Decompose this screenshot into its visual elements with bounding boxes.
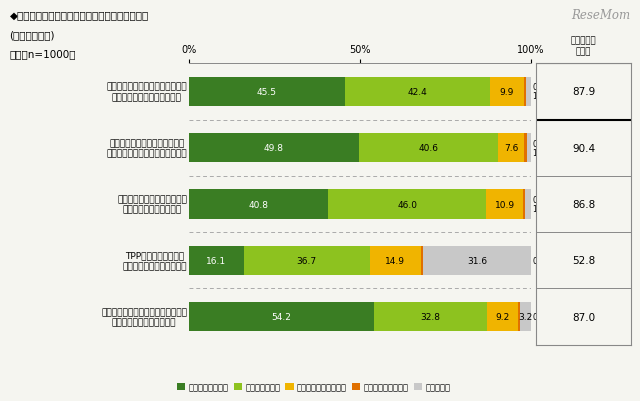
Text: ◆学校給食の食材や産地についての意識や考え方: ◆学校給食の食材や産地についての意識や考え方 xyxy=(10,10,149,20)
Bar xyxy=(486,302,518,331)
Bar xyxy=(189,246,244,275)
Bar xyxy=(189,190,328,219)
Bar xyxy=(499,134,524,163)
Bar xyxy=(526,78,531,107)
Text: 16.1: 16.1 xyxy=(206,256,227,265)
Text: 0.7: 0.7 xyxy=(532,256,545,265)
Bar xyxy=(189,78,344,107)
Text: 全体【n=1000】: 全体【n=1000】 xyxy=(10,49,76,59)
Text: 42.4: 42.4 xyxy=(407,88,427,97)
Text: 86.8: 86.8 xyxy=(572,200,595,209)
Legend: とてもあてはまる, ややあてはまる, あまりあてはまらない, 全くあてはまらない, 分からない: とてもあてはまる, ややあてはまる, あまりあてはまらない, 全くあてはまらない… xyxy=(173,379,454,395)
Text: 54.2: 54.2 xyxy=(271,312,292,321)
Text: (単一回答形式): (単一回答形式) xyxy=(10,30,55,40)
Bar xyxy=(524,190,525,219)
Bar xyxy=(359,134,499,163)
Bar xyxy=(374,302,486,331)
Text: あてはまる
（計）: あてはまる （計） xyxy=(571,36,596,56)
Bar xyxy=(525,190,531,219)
Text: 87.0: 87.0 xyxy=(572,312,595,322)
Text: 45.5: 45.5 xyxy=(257,88,276,97)
Text: 0.6: 0.6 xyxy=(532,196,545,205)
Bar xyxy=(189,302,374,331)
Text: ReseMom: ReseMom xyxy=(572,9,630,22)
Text: 学校給食で使う食材は、地元の
食材を優先的に使うべきだと思う: 学校給食で使う食材は、地元の 食材を優先的に使うべきだと思う xyxy=(106,139,187,158)
Text: 36.7: 36.7 xyxy=(297,256,317,265)
Bar xyxy=(490,78,524,107)
Bar xyxy=(369,246,420,275)
Text: 学校給食で使う食材は、国産から
できる限り選ぶべきだと思う: 学校給食で使う食材は、国産から できる限り選ぶべきだと思う xyxy=(106,83,187,102)
Text: 14.9: 14.9 xyxy=(385,256,405,265)
Text: 40.8: 40.8 xyxy=(249,200,269,209)
Text: 9.9: 9.9 xyxy=(500,88,514,97)
Text: 0.7: 0.7 xyxy=(532,140,545,148)
Bar xyxy=(344,78,490,107)
Text: 10.9: 10.9 xyxy=(495,200,515,209)
Text: 32.8: 32.8 xyxy=(420,312,440,321)
Bar xyxy=(524,134,527,163)
Bar xyxy=(518,302,520,331)
Bar xyxy=(328,190,486,219)
Bar xyxy=(520,302,531,331)
Bar xyxy=(244,246,369,275)
Text: 1.7: 1.7 xyxy=(532,205,544,213)
Text: 学校給食で使う食材は産地を
明確にするべきだと思う: 学校給食で使う食材は産地を 明確にするべきだと思う xyxy=(117,195,187,214)
Bar xyxy=(423,246,531,275)
Text: 49.8: 49.8 xyxy=(264,144,284,153)
Text: 1.5: 1.5 xyxy=(532,92,544,101)
Text: 9.2: 9.2 xyxy=(495,312,509,321)
Text: 40.6: 40.6 xyxy=(419,144,439,153)
Bar xyxy=(486,190,524,219)
Text: 学校給食で使う食材は、放射能検査
を義務付けるべきだと思う: 学校給食で使う食材は、放射能検査 を義務付けるべきだと思う xyxy=(101,307,187,326)
Text: 7.6: 7.6 xyxy=(504,144,518,153)
Text: 52.8: 52.8 xyxy=(572,256,595,265)
Text: TPP参加は学校給食に
大きな影響を与えると思う: TPP参加は学校給食に 大きな影響を与えると思う xyxy=(123,251,187,270)
Text: 1.3: 1.3 xyxy=(532,148,544,157)
Bar xyxy=(420,246,423,275)
Bar xyxy=(189,134,359,163)
Bar xyxy=(524,78,526,107)
Text: 87.9: 87.9 xyxy=(572,87,595,97)
Text: 3.2: 3.2 xyxy=(518,312,533,321)
Text: 90.4: 90.4 xyxy=(572,144,595,153)
Text: 31.6: 31.6 xyxy=(467,256,487,265)
Text: 0.7: 0.7 xyxy=(532,83,545,92)
Text: 46.0: 46.0 xyxy=(397,200,417,209)
Bar xyxy=(527,134,531,163)
Text: 0.6: 0.6 xyxy=(532,312,545,321)
